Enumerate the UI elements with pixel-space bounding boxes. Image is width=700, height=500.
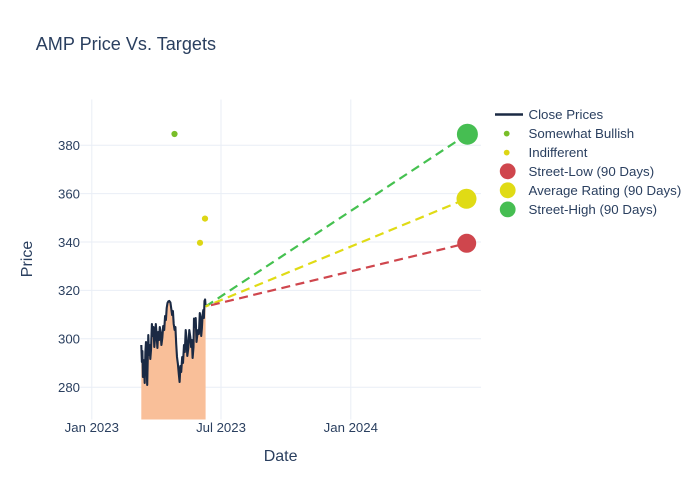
svg-text:320: 320: [58, 283, 80, 298]
svg-text:Street-High (90 Days): Street-High (90 Days): [529, 202, 658, 217]
svg-text:Average Rating (90 Days): Average Rating (90 Days): [529, 183, 682, 198]
svg-text:Jan 2023: Jan 2023: [65, 420, 119, 435]
svg-text:360: 360: [58, 186, 80, 201]
svg-text:380: 380: [58, 138, 80, 153]
svg-text:Indifferent: Indifferent: [529, 145, 588, 160]
svg-text:Price: Price: [19, 241, 36, 278]
svg-text:Jul 2023: Jul 2023: [196, 420, 246, 435]
svg-text:Jan 2024: Jan 2024: [324, 420, 378, 435]
svg-text:Street-Low (90 Days): Street-Low (90 Days): [529, 164, 655, 179]
svg-text:280: 280: [58, 380, 80, 395]
svg-text:300: 300: [58, 332, 80, 347]
svg-text:Close Prices: Close Prices: [529, 107, 604, 122]
svg-text:Somewhat Bullish: Somewhat Bullish: [529, 126, 635, 141]
svg-text:AMP Price Vs. Targets: AMP Price Vs. Targets: [36, 34, 216, 54]
svg-text:340: 340: [58, 235, 80, 250]
svg-text:Date: Date: [264, 448, 298, 465]
